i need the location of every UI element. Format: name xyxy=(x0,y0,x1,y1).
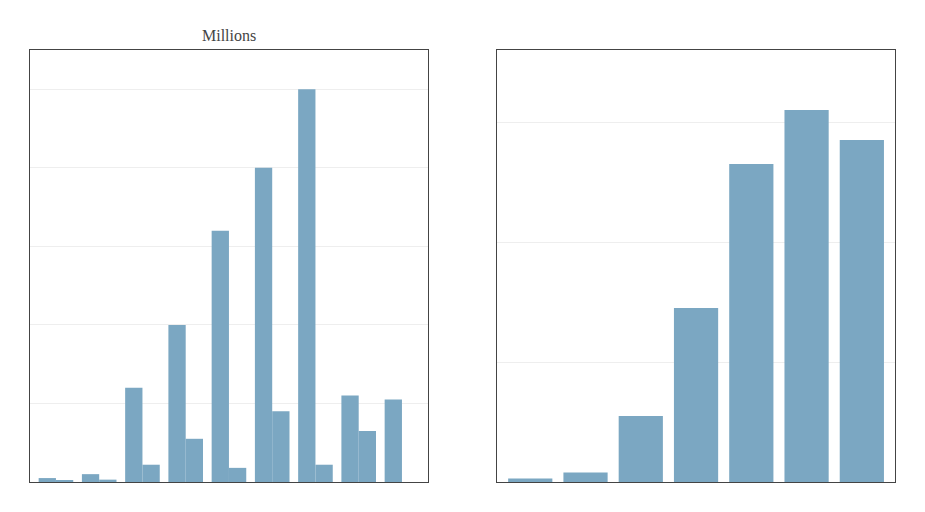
svg-text:Millions: Millions xyxy=(202,27,256,44)
